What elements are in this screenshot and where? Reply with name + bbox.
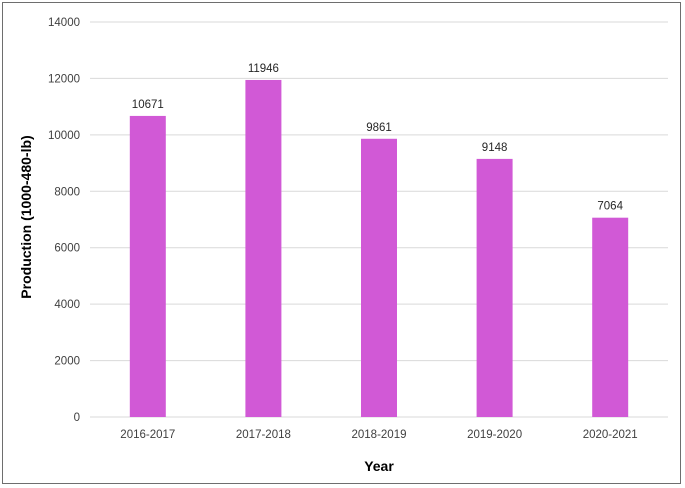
data-label-2016-2017: 10671 [132,99,164,111]
x-tick-label: 2017-2018 [236,429,291,441]
bar-2020-2021 [592,217,629,417]
bar-2017-2018 [245,79,282,417]
x-tick-label: 2018-2019 [352,429,407,441]
y-tick-label: 2000 [54,356,80,368]
x-tick-label: 2019-2020 [467,429,522,441]
y-tick-label: 10000 [48,130,80,142]
x-tick-label: 2016-2017 [120,429,175,441]
data-label-2020-2021: 7064 [597,201,623,213]
chart-frame [2,2,681,484]
x-axis-title: Year [364,458,394,474]
data-label-2017-2018: 11946 [248,63,279,75]
data-label-2018-2019: 9861 [366,122,392,134]
data-labels: 10671 11946 9861 9148 7064 [132,63,624,213]
x-axis-ticks: 2016-2017 2017-2018 2018-2019 2019-2020 2020… [120,429,637,441]
bar-2018-2019 [361,138,397,417]
y-tick-label: 8000 [54,186,80,198]
y-axis-ticks: 0 2000 4000 6000 8000 10000 12000 14000 [48,17,80,424]
x-tick-label: 2020-2021 [583,429,638,441]
y-tick-label: 12000 [48,73,80,85]
bars [129,79,629,417]
y-axis-title: Production (1000-480-lb) [18,135,34,298]
bar-2019-2020 [476,158,513,417]
y-tick-label: 4000 [54,299,80,311]
y-tick-label: 14000 [48,17,80,29]
bar-2016-2017 [129,115,166,417]
y-tick-label: 6000 [54,243,80,255]
y-tick-label: 0 [74,412,80,424]
data-label-2019-2020: 9148 [482,142,508,154]
